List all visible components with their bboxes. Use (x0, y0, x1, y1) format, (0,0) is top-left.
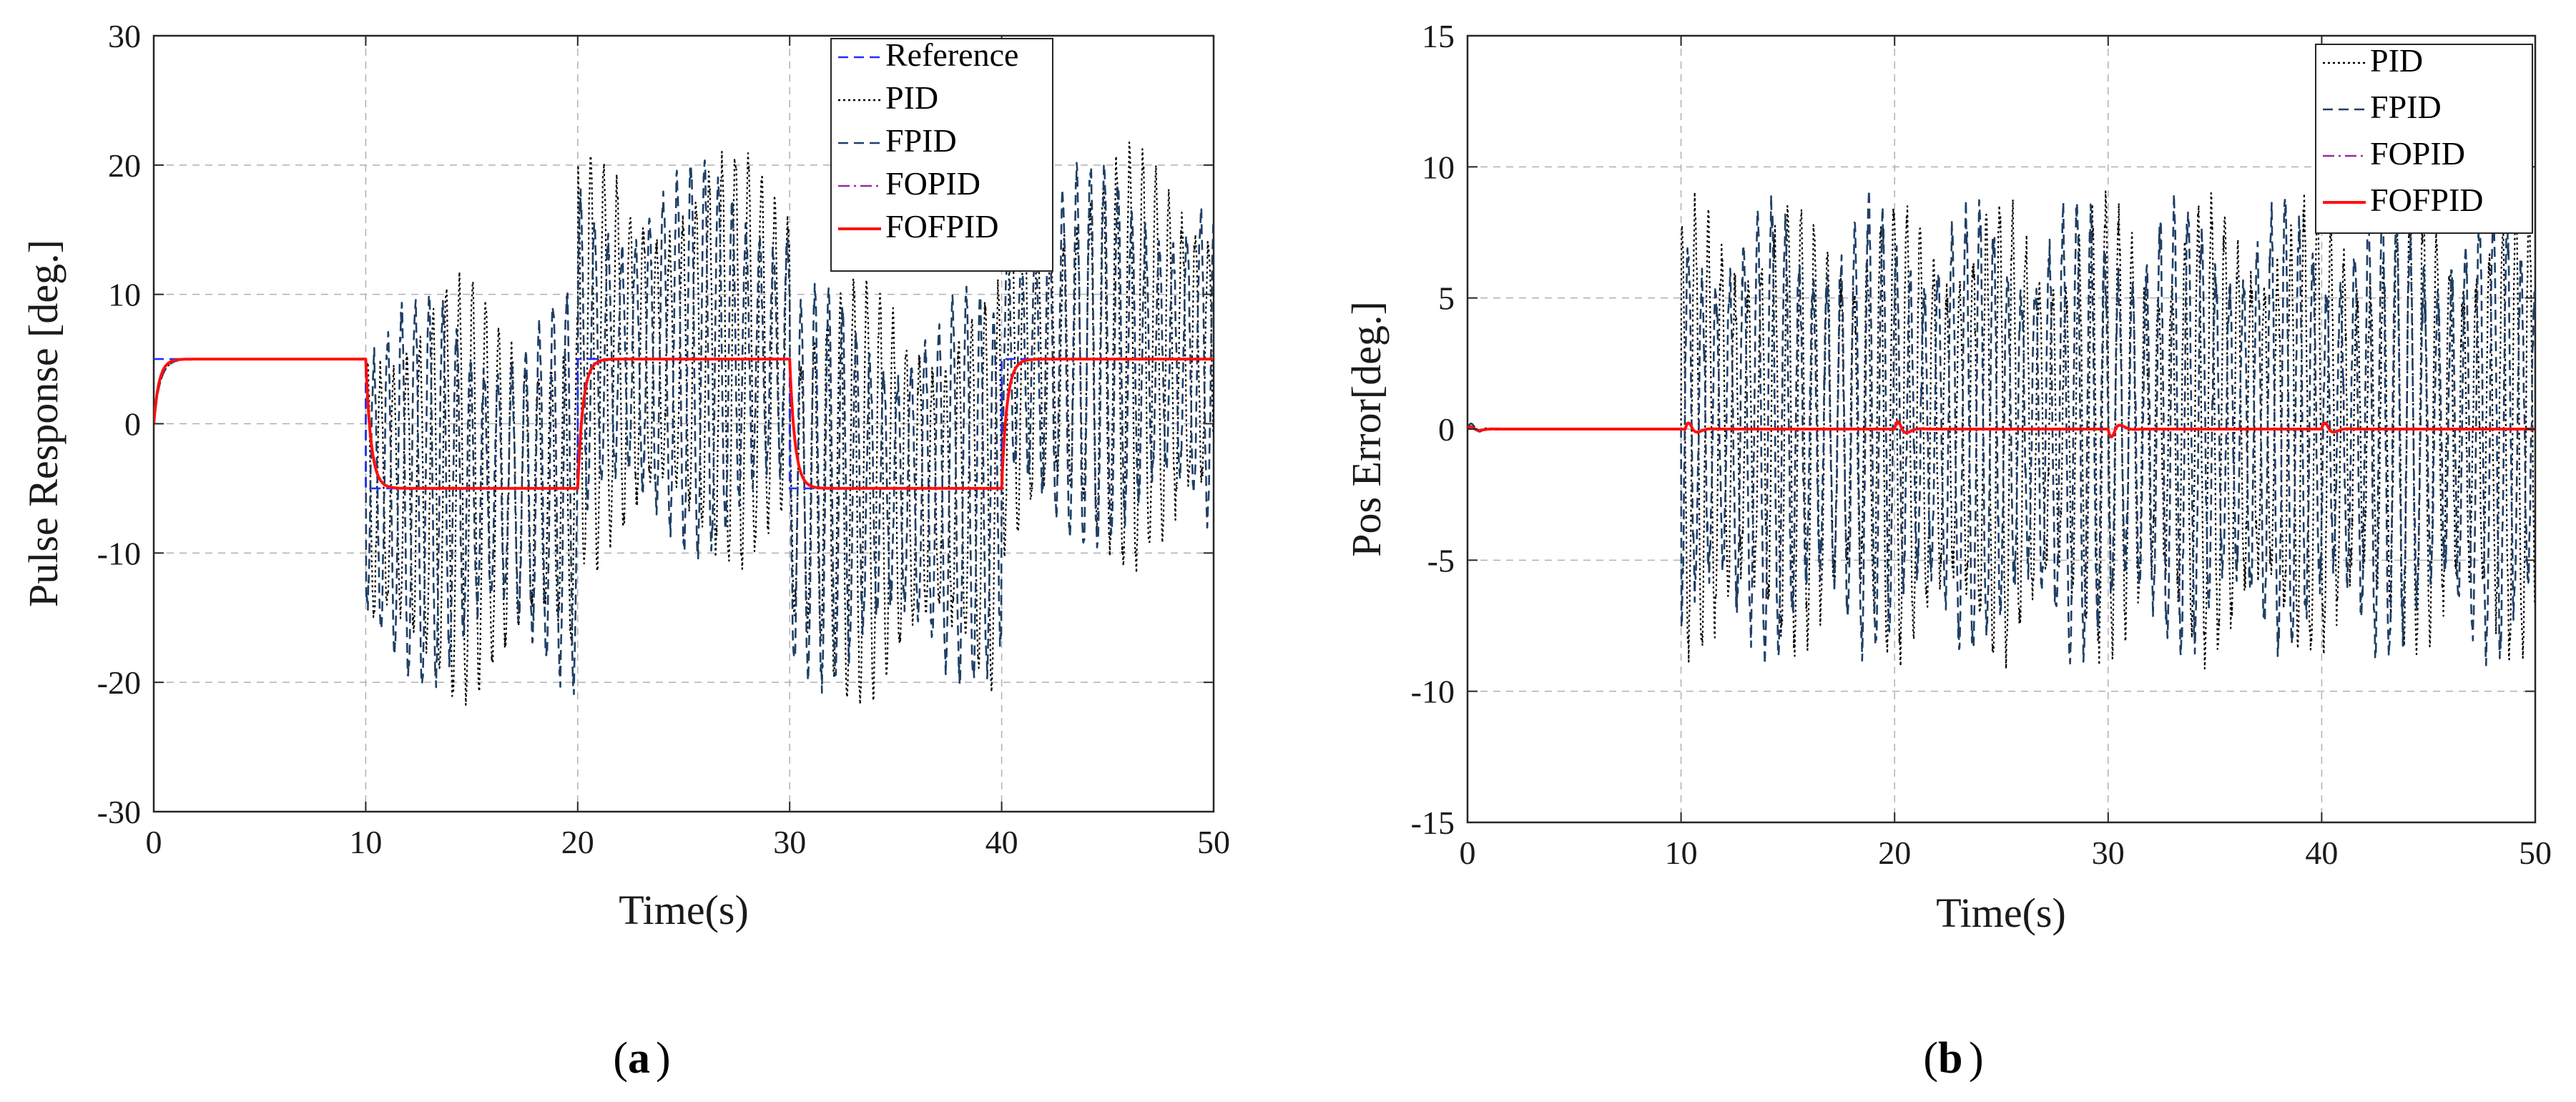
panel-a-legend: Reference PID FPID FOPID FOFPID (830, 36, 1053, 272)
panel-a-x-ticks: 0 10 20 30 40 50 (146, 36, 1230, 860)
y-tick-label: 15 (1422, 18, 1455, 54)
panel-a-x-axis-label: Time(s) (619, 887, 749, 933)
y-tick-label: 10 (1422, 149, 1455, 185)
y-tick-label: -30 (97, 794, 141, 830)
panel-a-caption-close: ) (656, 1034, 671, 1083)
y-tick-label: 5 (1438, 280, 1455, 317)
y-tick-label: -10 (97, 535, 141, 571)
panel-b-caption-letter: b (1938, 1034, 1962, 1083)
legend-label-fofpid: FOFPID (2370, 182, 2484, 218)
legend-label-fofpid: FOFPID (885, 208, 999, 245)
panel-b-x-axis-label: Time(s) (1936, 890, 2066, 936)
x-tick-label: 20 (561, 824, 594, 860)
legend-label-fopid: FOPID (2370, 135, 2465, 172)
x-tick-label: 50 (2519, 835, 2552, 871)
panel-b-caption-close: ) (1969, 1034, 1984, 1083)
legend-label-fpid: FPID (2370, 89, 2442, 125)
panel-b-position-error: -15 -10 -5 0 5 10 15 0 10 20 30 40 50 Time(s) Pos E… (1343, 18, 2552, 1083)
legend-label-pid: PID (2370, 42, 2423, 79)
panel-b-y-axis-label: Pos Error[deg.] (1343, 301, 1390, 557)
legend-label-fpid: FPID (885, 122, 957, 159)
y-tick-label: -10 (1411, 674, 1455, 710)
x-tick-label: 20 (1878, 835, 1911, 871)
y-tick-label: 0 (1438, 411, 1455, 448)
panel-a-grid (154, 36, 1214, 812)
y-tick-label: 30 (108, 18, 141, 54)
x-tick-label: 30 (2092, 835, 2125, 871)
panel-b-y-ticks: -15 -10 -5 0 5 10 15 (1411, 18, 2535, 841)
panel-b-legend: PID FPID FOPID FOFPID (2315, 42, 2533, 234)
panel-a-caption: ( (613, 1034, 628, 1083)
panel-a-y-axis-label: Pulse Response [deg.] (20, 240, 67, 607)
legend-label-reference: Reference (885, 36, 1018, 73)
x-tick-label: 30 (773, 824, 806, 860)
x-tick-label: 10 (349, 824, 382, 860)
panel-b-caption: ( (1923, 1034, 1938, 1083)
legend-box (830, 38, 1053, 272)
series-line-fofpid (1468, 420, 2535, 438)
panel-a-caption-letter: a (628, 1034, 650, 1083)
y-tick-label: -15 (1411, 805, 1455, 841)
x-tick-label: 0 (1460, 835, 1476, 871)
panel-a-pulse-response: -30 -20 -10 0 10 20 30 0 10 20 30 40 50 Time(s) Pul… (20, 18, 1230, 1083)
panel-b-series-group (1468, 189, 2535, 670)
y-tick-label: 20 (108, 147, 141, 184)
panel-b-x-ticks: 0 10 20 30 40 50 (1460, 36, 2552, 871)
y-tick-label: -20 (97, 664, 141, 701)
y-tick-label: 0 (124, 406, 141, 443)
legend-label-pid: PID (885, 79, 938, 116)
legend-label-fopid: FOPID (885, 165, 980, 202)
x-tick-label: 0 (146, 824, 162, 860)
series-line-fofpid (154, 358, 1214, 490)
x-tick-label: 50 (1197, 824, 1230, 860)
x-tick-label: 40 (985, 824, 1018, 860)
y-tick-label: 10 (108, 277, 141, 313)
x-tick-label: 40 (2305, 835, 2338, 871)
y-tick-label: -5 (1427, 542, 1455, 579)
panel-a-y-ticks: -30 -20 -10 0 10 20 30 (97, 18, 1214, 830)
x-tick-label: 10 (1665, 835, 1698, 871)
